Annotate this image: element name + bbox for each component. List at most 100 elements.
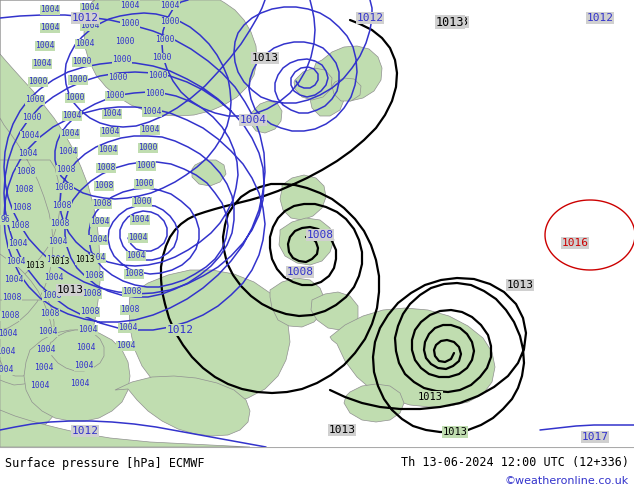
Polygon shape: [344, 384, 404, 422]
Text: 1008: 1008: [0, 312, 20, 320]
Text: 1000: 1000: [22, 114, 42, 122]
Text: 1008: 1008: [82, 290, 101, 298]
Text: 1004: 1004: [90, 218, 110, 226]
Polygon shape: [0, 0, 257, 116]
Polygon shape: [0, 410, 250, 447]
Text: 1013: 1013: [50, 258, 70, 267]
Text: 1004: 1004: [0, 347, 16, 357]
Text: 1013: 1013: [328, 425, 356, 435]
Text: 1008: 1008: [55, 183, 74, 193]
Polygon shape: [250, 101, 282, 133]
Text: 1004: 1004: [8, 240, 28, 248]
Polygon shape: [24, 330, 130, 421]
Text: 1000: 1000: [145, 90, 165, 98]
Polygon shape: [332, 78, 361, 101]
Text: 1000: 1000: [115, 38, 135, 47]
Text: 1000: 1000: [133, 197, 152, 206]
Text: 1004: 1004: [30, 382, 49, 391]
Text: 1004: 1004: [119, 323, 138, 333]
Text: 1004: 1004: [0, 366, 14, 374]
Text: 1004: 1004: [44, 273, 64, 283]
Text: 1008: 1008: [3, 294, 22, 302]
Polygon shape: [0, 118, 60, 330]
Text: 1000: 1000: [25, 96, 45, 104]
Text: 1008: 1008: [14, 186, 34, 195]
Text: 1000: 1000: [155, 35, 175, 45]
Text: ©weatheronline.co.uk: ©weatheronline.co.uk: [505, 475, 629, 486]
Text: 1004: 1004: [78, 325, 98, 335]
Text: 1004: 1004: [48, 238, 68, 246]
Text: 1013: 1013: [56, 285, 84, 295]
Polygon shape: [330, 308, 495, 407]
Polygon shape: [280, 175, 326, 220]
Text: 1000: 1000: [65, 94, 85, 102]
Text: 96: 96: [0, 216, 10, 224]
Text: 1004: 1004: [75, 40, 94, 49]
Text: 1004: 1004: [34, 364, 54, 372]
Polygon shape: [115, 376, 250, 436]
Text: 1008: 1008: [287, 267, 313, 277]
Text: 1004: 1004: [4, 275, 23, 285]
Text: 1008: 1008: [40, 310, 60, 318]
Text: 1004: 1004: [240, 115, 266, 125]
Text: 1000: 1000: [160, 18, 180, 26]
Text: 1000: 1000: [138, 144, 158, 152]
Text: 1012: 1012: [356, 13, 384, 23]
Text: 1004: 1004: [160, 0, 180, 9]
Text: 1013: 1013: [75, 255, 94, 265]
Text: 1004: 1004: [86, 253, 106, 263]
Text: 1008: 1008: [94, 181, 113, 191]
Text: 1008: 1008: [16, 168, 36, 176]
Text: 1004: 1004: [60, 129, 80, 139]
Text: 1008: 1008: [120, 305, 139, 315]
Text: 1004: 1004: [100, 127, 120, 137]
Text: 1004: 1004: [142, 107, 162, 117]
Text: 1004: 1004: [126, 251, 146, 261]
Polygon shape: [310, 87, 344, 116]
Text: Surface pressure [hPa] ECMWF: Surface pressure [hPa] ECMWF: [5, 457, 205, 470]
Polygon shape: [0, 254, 54, 385]
Text: 1008: 1008: [84, 271, 104, 280]
Text: 1000: 1000: [148, 72, 168, 80]
Polygon shape: [313, 46, 382, 101]
Text: 1004: 1004: [40, 24, 60, 32]
Text: 1004: 1004: [81, 22, 100, 30]
Text: 1008: 1008: [52, 201, 72, 211]
Text: 1004: 1004: [140, 125, 160, 134]
Text: 1008: 1008: [122, 288, 142, 296]
Text: 1013: 1013: [252, 53, 278, 63]
Text: 1000: 1000: [136, 162, 156, 171]
Text: 1004: 1004: [128, 234, 148, 243]
Text: 1000: 1000: [68, 75, 87, 84]
Text: 1013: 1013: [436, 16, 464, 28]
Text: 1013: 1013: [25, 261, 45, 270]
Text: 1004: 1004: [38, 327, 58, 337]
Text: 1008: 1008: [42, 292, 61, 300]
Text: 1004: 1004: [76, 343, 96, 352]
Text: 1016: 1016: [562, 238, 588, 248]
Text: 1008: 1008: [96, 164, 116, 172]
Text: 1004: 1004: [98, 146, 118, 154]
Text: 1008: 1008: [12, 203, 32, 213]
Text: 1000: 1000: [72, 57, 92, 67]
Text: 1000: 1000: [120, 20, 139, 28]
Polygon shape: [49, 330, 104, 371]
Text: 1004: 1004: [130, 216, 150, 224]
Text: 1012: 1012: [167, 325, 193, 335]
Text: 1004: 1004: [36, 42, 55, 50]
Text: 1004: 1004: [81, 3, 100, 13]
Text: 1017: 1017: [581, 432, 609, 442]
Polygon shape: [0, 0, 100, 447]
Text: 1008: 1008: [306, 230, 333, 240]
Text: 1000: 1000: [152, 53, 172, 63]
Polygon shape: [279, 218, 334, 265]
Text: 1008: 1008: [81, 308, 100, 317]
Text: 1013: 1013: [441, 17, 469, 27]
Text: 1012: 1012: [72, 13, 98, 23]
Text: 1004: 1004: [74, 362, 94, 370]
Text: 1004: 1004: [40, 5, 60, 15]
Text: 1004: 1004: [70, 379, 90, 389]
Polygon shape: [270, 278, 325, 327]
Text: 1004: 1004: [36, 345, 56, 354]
Text: 1000: 1000: [108, 74, 127, 82]
